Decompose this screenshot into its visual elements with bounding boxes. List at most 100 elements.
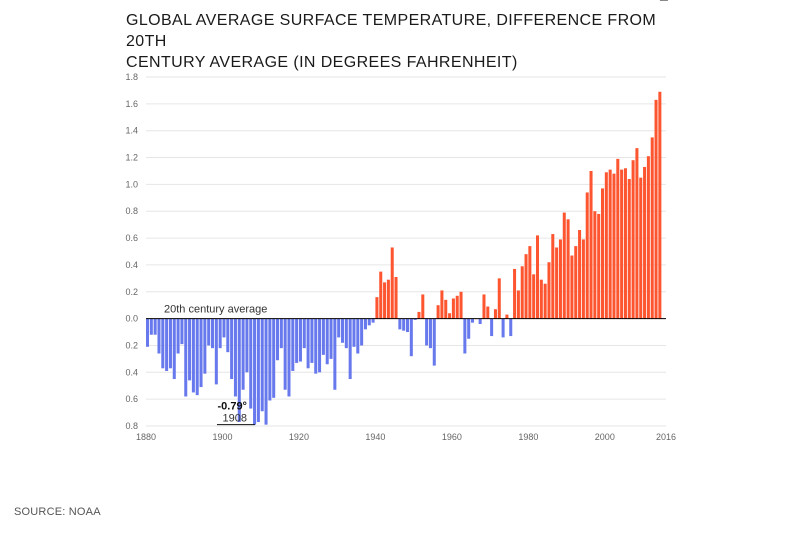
y-tick-label: 0.2 bbox=[125, 340, 138, 350]
bar-1887 bbox=[172, 318, 176, 380]
bar-1987 bbox=[555, 247, 559, 319]
bar-1988 bbox=[558, 239, 562, 319]
bar-1934 bbox=[352, 318, 356, 347]
bar-2014 bbox=[658, 91, 662, 319]
bar-1884 bbox=[161, 318, 165, 369]
bar-1894 bbox=[199, 318, 203, 388]
bar-1949 bbox=[409, 318, 413, 357]
bar-1930 bbox=[337, 318, 341, 338]
bar-1918 bbox=[291, 318, 295, 371]
bar-1979 bbox=[524, 254, 528, 319]
bar-1897 bbox=[211, 318, 215, 349]
bar-1933 bbox=[348, 318, 352, 380]
bar-2005 bbox=[623, 168, 627, 319]
baseline-label: 20th century average bbox=[164, 304, 267, 316]
bar-1995 bbox=[585, 192, 589, 319]
y-tick-label: 0.4 bbox=[125, 367, 138, 377]
source-note: SOURCE: NOAA bbox=[14, 506, 101, 518]
bar-1912 bbox=[268, 318, 272, 401]
bar-1967 bbox=[478, 318, 482, 324]
bar-1959 bbox=[448, 313, 452, 319]
bar-1986 bbox=[551, 234, 555, 319]
bar-1913 bbox=[272, 318, 276, 398]
x-tick-label: 1980 bbox=[518, 432, 538, 442]
bar-1960 bbox=[451, 298, 455, 319]
bar-1954 bbox=[428, 318, 432, 349]
bar-1974 bbox=[505, 314, 509, 319]
bar-1915 bbox=[279, 318, 283, 349]
bar-1999 bbox=[601, 188, 605, 319]
bar-2004 bbox=[620, 169, 624, 319]
y-tick-label: 1.2 bbox=[125, 153, 138, 163]
bar-1971 bbox=[493, 309, 497, 319]
bar-1991 bbox=[570, 255, 574, 319]
y-tick-label: 0.2 bbox=[125, 287, 138, 297]
bar-1922 bbox=[306, 318, 310, 369]
bar-1882 bbox=[153, 318, 157, 335]
bar-1929 bbox=[333, 318, 337, 390]
bar-2012 bbox=[650, 137, 654, 319]
bar-2003 bbox=[616, 158, 620, 319]
chart-title-line-2: CENTURY AVERAGE (IN DEGREES FAHRENHEIT) bbox=[126, 54, 518, 71]
bar-1948 bbox=[406, 318, 410, 333]
bar-1892 bbox=[191, 318, 195, 393]
annotation-value: 1.69° bbox=[633, 0, 659, 3]
annotation-value: -0.79° bbox=[217, 401, 246, 413]
y-tick-label: 0.8 bbox=[125, 206, 138, 216]
bar-1953 bbox=[425, 318, 429, 346]
bar-1946 bbox=[398, 318, 402, 330]
chart-title-line-1: GLOBAL AVERAGE SURFACE TEMPERATURE, DIFF… bbox=[126, 12, 657, 50]
bar-1981 bbox=[532, 274, 536, 319]
bar-1936 bbox=[360, 318, 364, 346]
bar-2008 bbox=[635, 148, 639, 319]
y-tick-label: 1.8 bbox=[125, 72, 138, 82]
bar-1903 bbox=[233, 318, 237, 397]
bar-1997 bbox=[593, 211, 597, 319]
bar-1937 bbox=[363, 318, 367, 330]
bar-1932 bbox=[344, 318, 348, 349]
bar-1901 bbox=[226, 318, 230, 353]
bar-1957 bbox=[440, 290, 444, 319]
bar-1950 bbox=[413, 318, 417, 320]
bar-1916 bbox=[283, 318, 287, 390]
bar-1951 bbox=[417, 311, 421, 319]
bar-1962 bbox=[459, 291, 463, 319]
bar-1943 bbox=[386, 279, 390, 319]
bar-1908 bbox=[253, 318, 257, 425]
x-tick-label: 1880 bbox=[136, 432, 156, 442]
y-tick-label: 0.8 bbox=[125, 421, 138, 431]
bar-1925 bbox=[318, 318, 322, 373]
y-tick-label: 1.4 bbox=[125, 126, 138, 136]
bar-1883 bbox=[157, 318, 161, 354]
y-tick-label: 0.4 bbox=[125, 260, 138, 270]
bar-1881 bbox=[149, 318, 153, 335]
bar-1975 bbox=[509, 318, 513, 337]
bar-1917 bbox=[287, 318, 291, 397]
bar-1920 bbox=[298, 318, 302, 362]
bar-1940 bbox=[375, 297, 379, 319]
bar-1992 bbox=[574, 246, 578, 319]
bar-1931 bbox=[341, 318, 345, 343]
chart-title: GLOBAL AVERAGE SURFACE TEMPERATURE, DIFF… bbox=[126, 10, 686, 73]
bar-1947 bbox=[402, 318, 406, 331]
bar-1980 bbox=[528, 246, 532, 319]
bar-1983 bbox=[539, 279, 543, 319]
bar-1942 bbox=[383, 282, 387, 319]
bar-1955 bbox=[432, 318, 436, 366]
bar-1911 bbox=[264, 318, 268, 425]
annotation-year: 2016 bbox=[634, 0, 658, 3]
bar-1976 bbox=[513, 268, 517, 319]
bar-1899 bbox=[218, 318, 222, 349]
bar-1914 bbox=[276, 318, 280, 361]
bar-1977 bbox=[516, 290, 520, 319]
bar-1895 bbox=[203, 318, 207, 374]
bar-1889 bbox=[180, 318, 184, 345]
bar-1905 bbox=[241, 318, 245, 390]
bar-1906 bbox=[245, 318, 249, 373]
bar-1964 bbox=[467, 318, 471, 339]
x-tick-label: 2016 bbox=[656, 432, 676, 442]
bar-1963 bbox=[463, 318, 467, 354]
bar-2000 bbox=[604, 172, 608, 319]
bar-1907 bbox=[249, 318, 253, 409]
